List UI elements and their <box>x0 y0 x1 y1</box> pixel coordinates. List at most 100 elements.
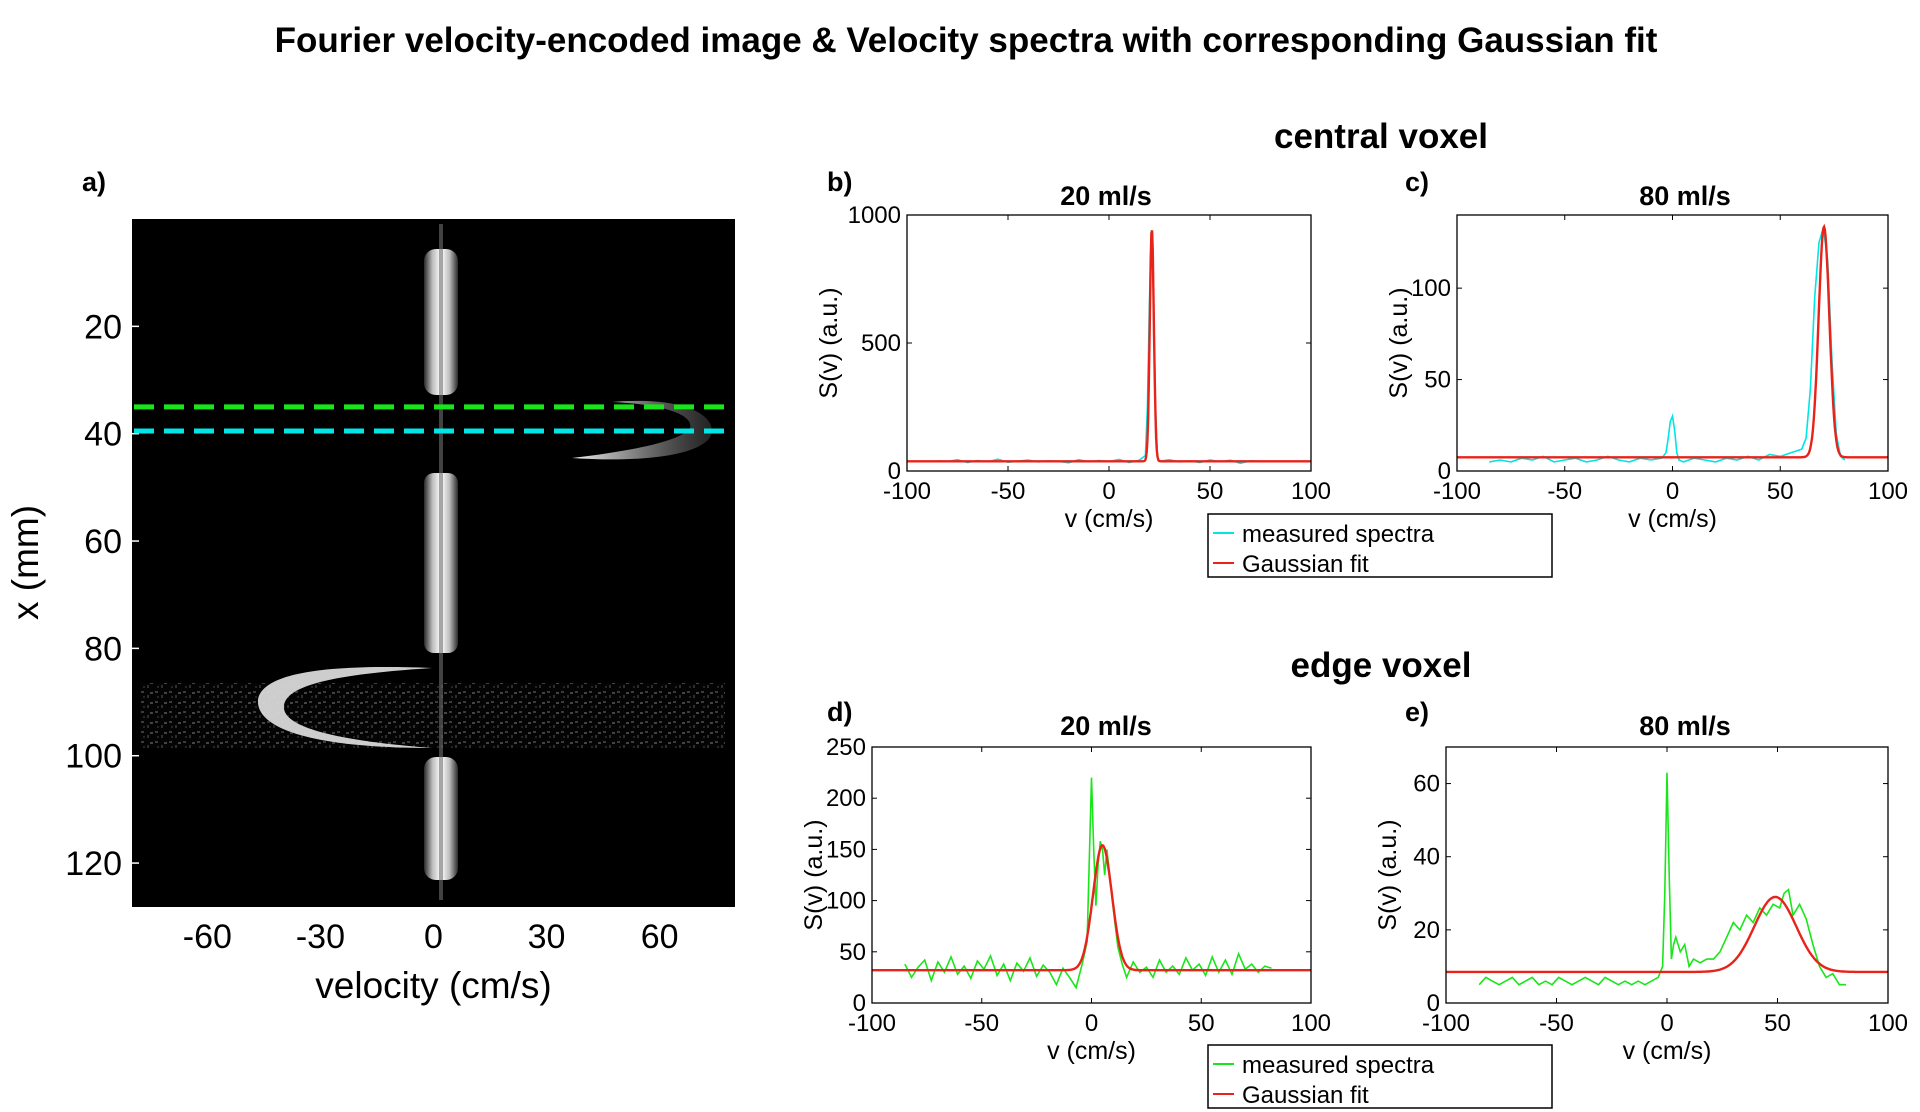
y-axis-label: x (mm) <box>5 505 46 620</box>
x-axis-label: v (cm/s) <box>1628 505 1717 533</box>
x-tick-label: -50 <box>964 1010 999 1037</box>
x-axis-label: v (cm/s) <box>1065 505 1154 533</box>
y-tick-label: 80 <box>84 630 122 668</box>
gaussian-fit-line <box>907 230 1311 463</box>
x-tick-label: -60 <box>183 918 232 956</box>
measured-spectrum-line <box>937 230 1261 465</box>
y-tick-label: 0 <box>853 990 866 1017</box>
x-tick-label: 0 <box>424 918 443 956</box>
y-tick-label: 40 <box>1413 844 1440 871</box>
y-tick-label: 1000 <box>848 202 901 229</box>
panel-label-c: c) <box>1405 167 1429 197</box>
panel-e: e) 80 ml/s -100 -50 0 50 100 0 20 40 60 v (cm/s) S… <box>1374 697 1908 1065</box>
gaussian-fit-line <box>872 843 1311 972</box>
x-tick-label: 0 <box>1085 1010 1098 1037</box>
panel-label-b: b) <box>827 167 852 197</box>
x-tick-label: -50 <box>991 478 1026 505</box>
y-tick-label: 250 <box>826 734 866 761</box>
tube-axis-line <box>439 224 443 900</box>
panel-title-d: 20 ml/s <box>1060 711 1152 741</box>
y-tick-label: 100 <box>826 888 866 915</box>
jet-crescent-positive <box>572 400 712 460</box>
plot-c: -100 -50 0 50 100 0 50 100 v (cm/s) S(v) (a.u.) <box>1385 214 1908 533</box>
gaussian-fit-line <box>1457 223 1888 459</box>
x-tick-label: 0 <box>1102 478 1115 505</box>
x-tick-label: 60 <box>641 918 679 956</box>
y-tick-label: 50 <box>839 939 866 966</box>
x-tick-label: 100 <box>1291 478 1331 505</box>
x-axis-label: v (cm/s) <box>1047 1037 1136 1065</box>
group-title-edge: edge voxel <box>1291 646 1472 685</box>
y-tick-label: 0 <box>888 458 901 485</box>
y-tick-label: 60 <box>84 523 122 561</box>
panel-d: d) 20 ml/s -100 -50 0 50 100 0 50 100 150 200 250 v… <box>800 697 1331 1065</box>
legend-box <box>1207 513 1553 578</box>
x-axis-label: velocity (cm/s) <box>315 965 551 1006</box>
group-title-central: central voxel <box>1274 117 1488 156</box>
x-tick-label: 100 <box>1291 1010 1331 1037</box>
measured-spectrum-line <box>1489 227 1846 463</box>
legend-measured-label: measured spectra <box>1242 521 1435 548</box>
x-tick-label: -50 <box>1547 478 1582 505</box>
x-tick-label: 50 <box>1188 1010 1215 1037</box>
x-tick-label: -100 <box>1433 478 1481 505</box>
y-tick-label: 100 <box>65 738 122 776</box>
y-tick-label: 20 <box>84 308 122 346</box>
x-tick-label: -100 <box>1422 1010 1470 1037</box>
y-tick-label: 50 <box>1424 367 1451 394</box>
legend-box <box>1207 1044 1553 1109</box>
legend-measured-label: measured spectra <box>1242 1052 1435 1079</box>
figure-title: Fourier velocity-encoded image & Velocit… <box>275 21 1658 60</box>
legend-fit-label: Gaussian fit <box>1242 1082 1369 1109</box>
panel-label-a: a) <box>82 167 106 197</box>
y-tick-label: 150 <box>826 836 866 863</box>
axes-a: -60 -30 0 30 60 20 40 60 80 100 120 velocity (cm/s)… <box>5 308 733 1006</box>
x-tick-label: 100 <box>1868 1010 1908 1037</box>
gaussian-fit-line <box>1446 895 1888 974</box>
y-axis-label: S(v) (a.u.) <box>800 819 828 930</box>
panel-title-e: 80 ml/s <box>1639 711 1731 741</box>
y-tick-label: 120 <box>65 845 122 883</box>
panel-c: c) 80 ml/s -100 -50 0 50 100 0 50 100 v (cm/s) S(… <box>1385 167 1908 533</box>
panel-label-e: e) <box>1405 697 1429 727</box>
axes-frame <box>906 214 1312 472</box>
y-axis-label: S(v) (a.u.) <box>1374 819 1402 930</box>
panel-label-d: d) <box>827 697 852 727</box>
y-tick-label: 20 <box>1413 917 1440 944</box>
jet-crescent-negative <box>257 667 432 748</box>
y-axis-label: S(v) (a.u.) <box>815 287 843 398</box>
x-tick-label: 0 <box>1660 1010 1673 1037</box>
y-axis-label: S(v) (a.u.) <box>1385 287 1413 398</box>
y-tick-label: 0 <box>1438 458 1451 485</box>
x-axis-label: v (cm/s) <box>1623 1037 1712 1065</box>
x-tick-label: 0 <box>1666 478 1679 505</box>
x-tick-label: 30 <box>528 918 566 956</box>
legend-central: measured spectra Gaussian fit <box>1207 513 1553 578</box>
noise-band <box>140 683 725 748</box>
plot-d: -100 -50 0 50 100 0 50 100 150 200 250 v (cm/s) S(v)… <box>800 734 1331 1065</box>
plot-e: -100 -50 0 50 100 0 20 40 60 v (cm/s) S(v) (a.u.) <box>1374 746 1908 1065</box>
y-tick-label: 200 <box>826 785 866 812</box>
panel-title-c: 80 ml/s <box>1639 181 1731 211</box>
y-tick-label: 100 <box>1411 275 1451 302</box>
x-tick-label: -100 <box>883 478 931 505</box>
x-tick-label: 100 <box>1868 478 1908 505</box>
x-tick-label: 50 <box>1764 1010 1791 1037</box>
x-tick-label: 50 <box>1197 478 1224 505</box>
measured-spectrum-line <box>1478 772 1846 986</box>
legend-edge: measured spectra Gaussian fit <box>1207 1044 1553 1109</box>
x-tick-label: -100 <box>848 1010 896 1037</box>
x-tick-label: -30 <box>296 918 345 956</box>
y-tick-label: 500 <box>861 330 901 357</box>
legend-fit-label: Gaussian fit <box>1242 551 1369 578</box>
y-tick-label: 0 <box>1427 990 1440 1017</box>
panel-title-b: 20 ml/s <box>1060 181 1152 211</box>
measured-spectrum-line <box>904 777 1272 990</box>
x-tick-label: 50 <box>1767 478 1794 505</box>
axes-frame <box>1456 214 1889 472</box>
x-tick-label: -50 <box>1539 1010 1574 1037</box>
y-tick-label: 40 <box>84 416 122 454</box>
